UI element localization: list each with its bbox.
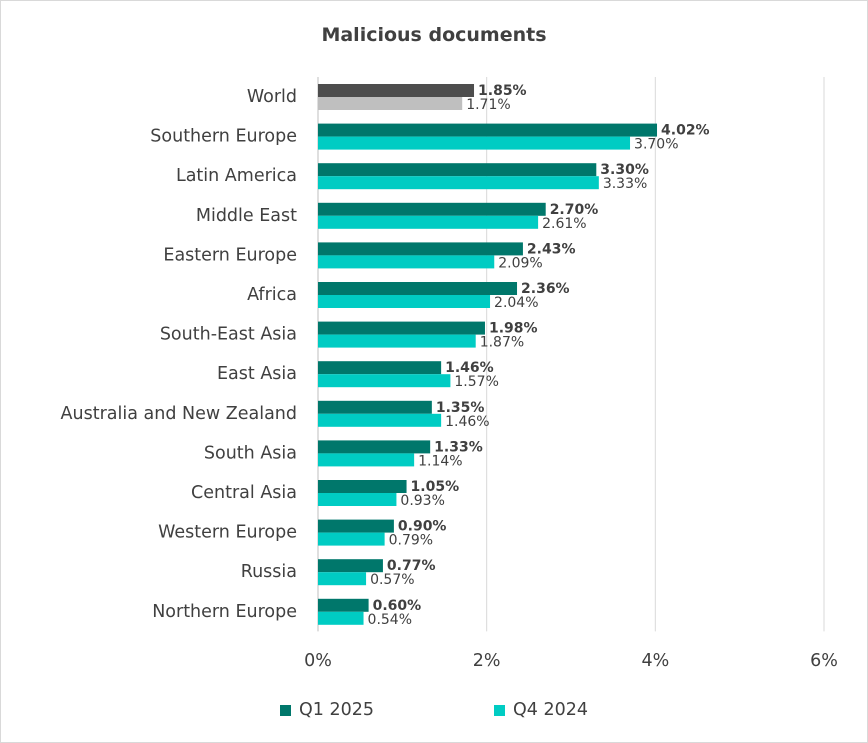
bar-q4-2024-latin-america — [318, 176, 599, 190]
chart-title: Malicious documents — [321, 24, 547, 46]
category-label-africa: Africa — [247, 285, 297, 305]
category-label-australia-and-new-zealand: Australia and New Zealand — [61, 404, 297, 424]
bar-q1-2025-africa — [318, 282, 518, 295]
bar-q4-2024-east-asia — [318, 374, 451, 388]
legend-item-q1-2025: Q1 2025 — [279, 700, 374, 720]
bar-q1-2025-east-asia — [318, 361, 442, 375]
data-label-q1-2025-africa: 2.36% — [521, 281, 570, 297]
data-label-q1-2025-southern-europe: 4.02% — [661, 123, 710, 139]
bar-q1-2025-world — [318, 84, 475, 97]
bar-q1-2025-russia — [318, 559, 383, 573]
category-label-russia: Russia — [241, 562, 297, 582]
category-label-eastern-europe: Eastern Europe — [163, 245, 297, 265]
x-tick-label: 2% — [473, 651, 501, 671]
bar-q4-2024-russia — [318, 572, 367, 586]
data-label-q4-2024-latin-america: 3.33% — [603, 176, 647, 192]
data-label-q1-2025-middle-east: 2.70% — [550, 202, 599, 218]
legend-label-q1-2025: Q1 2025 — [298, 700, 374, 720]
legend: Q1 2025 Q4 2024 — [0, 700, 868, 720]
data-label-q1-2025-eastern-europe: 2.43% — [527, 241, 576, 257]
bar-q1-2025-eastern-europe — [318, 242, 523, 256]
bar-q1-2025-south-asia — [318, 440, 431, 454]
data-label-q4-2024-south-asia: 1.14% — [418, 453, 462, 469]
data-label-q1-2025-south-east-asia: 1.98% — [489, 321, 538, 337]
bar-q1-2025-latin-america — [318, 163, 597, 177]
bar-q1-2025-western-europe — [318, 519, 394, 533]
bar-q1-2025-south-east-asia — [318, 321, 485, 335]
category-label-western-europe: Western Europe — [158, 523, 297, 543]
data-label-q1-2025-central-asia: 1.05% — [411, 479, 460, 495]
data-label-q4-2024-south-east-asia: 1.87% — [480, 335, 524, 351]
data-label-q4-2024-world: 1.71% — [466, 97, 510, 113]
data-label-q1-2025-world: 1.85% — [478, 83, 527, 99]
data-label-q4-2024-africa: 2.04% — [494, 295, 538, 311]
category-label-latin-america: Latin America — [176, 166, 297, 186]
data-label-q1-2025-australia-and-new-zealand: 1.35% — [436, 400, 485, 416]
bar-q4-2024-africa — [318, 295, 491, 308]
bar-q1-2025-middle-east — [318, 202, 546, 216]
bar-q1-2025-australia-and-new-zealand — [318, 400, 432, 414]
bar-q4-2024-western-europe — [318, 532, 385, 546]
bar-q1-2025-northern-europe — [318, 598, 369, 612]
category-label-south-asia: South Asia — [204, 443, 297, 463]
data-label-q1-2025-russia: 0.77% — [387, 558, 436, 574]
data-label-q4-2024-russia: 0.57% — [370, 572, 414, 588]
x-tick-label: 0% — [304, 651, 332, 671]
bar-q1-2025-central-asia — [318, 480, 407, 493]
bar-q4-2024-south-east-asia — [318, 334, 476, 348]
bar-q1-2025-southern-europe — [318, 123, 658, 137]
legend-swatch-q4-2024 — [494, 704, 505, 716]
data-label-q4-2024-central-asia: 0.93% — [400, 493, 444, 509]
data-label-q4-2024-southern-europe: 3.70% — [634, 137, 678, 153]
category-label-middle-east: Middle East — [196, 206, 297, 226]
legend-swatch-q1-2025 — [279, 704, 291, 716]
x-tick-label: 4% — [641, 651, 669, 671]
data-label-q1-2025-western-europe: 0.90% — [398, 519, 447, 535]
category-label-northern-europe: Northern Europe — [152, 602, 297, 622]
data-label-q4-2024-middle-east: 2.61% — [542, 216, 586, 232]
data-label-q1-2025-south-asia: 1.33% — [434, 439, 483, 455]
bar-q4-2024-south-asia — [318, 453, 415, 467]
bar-q4-2024-central-asia — [318, 493, 397, 506]
category-label-world: World — [247, 87, 297, 107]
data-label-q4-2024-northern-europe: 0.54% — [368, 612, 412, 628]
bar-q4-2024-world — [318, 97, 463, 110]
bar-q4-2024-middle-east — [318, 215, 539, 229]
category-label-southern-europe: Southern Europe — [150, 127, 297, 147]
data-label-q4-2024-eastern-europe: 2.09% — [498, 255, 542, 271]
bar-q4-2024-southern-europe — [318, 136, 631, 150]
legend-item-q4-2024: Q4 2024 — [494, 700, 588, 720]
legend-label-q4-2024: Q4 2024 — [513, 700, 589, 720]
data-label-q4-2024-east-asia: 1.57% — [454, 374, 498, 390]
data-label-q1-2025-latin-america: 3.30% — [600, 162, 649, 178]
category-label-east-asia: East Asia — [217, 364, 297, 384]
data-label-q1-2025-northern-europe: 0.60% — [373, 598, 422, 614]
category-label-south-east-asia: South-East Asia — [160, 325, 297, 345]
bar-q4-2024-eastern-europe — [318, 255, 495, 269]
x-tick-label: 6% — [810, 651, 838, 671]
data-label-q4-2024-western-europe: 0.79% — [389, 533, 433, 549]
data-label-q4-2024-australia-and-new-zealand: 1.46% — [445, 414, 489, 430]
category-label-central-asia: Central Asia — [191, 483, 297, 503]
bar-q4-2024-australia-and-new-zealand — [318, 413, 442, 427]
bar-q4-2024-northern-europe — [318, 611, 364, 625]
data-label-q1-2025-east-asia: 1.46% — [445, 360, 494, 376]
